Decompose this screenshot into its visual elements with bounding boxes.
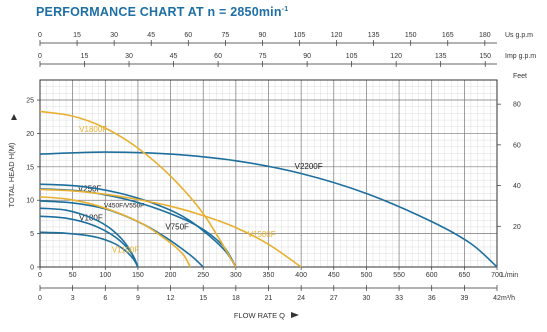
y-tick-label-m: 25 bbox=[26, 98, 34, 105]
x-tick-label-usgpm: 120 bbox=[331, 32, 343, 39]
x-tick-label-m3h: 9 bbox=[136, 295, 140, 302]
x-tick-label-m3h: 30 bbox=[363, 295, 371, 302]
y-tick-label-feet: 60 bbox=[513, 142, 521, 149]
series-label-v250f: V250F bbox=[78, 185, 102, 194]
curve-v180f bbox=[39, 231, 139, 268]
x-tick-label-m3h: 36 bbox=[428, 295, 436, 302]
y-tick-label-feet: 40 bbox=[513, 183, 521, 190]
curve-v2200f bbox=[39, 151, 498, 268]
x-tick-label-usgpm: 165 bbox=[442, 32, 454, 39]
x-tick-label-usgpm: 135 bbox=[368, 32, 380, 39]
y-tick-label-m: 10 bbox=[26, 198, 34, 205]
x-tick-label-m3h: 33 bbox=[395, 295, 403, 302]
x-unit-lmin: L/min bbox=[501, 272, 518, 279]
x-tick-label-impgpm: 30 bbox=[125, 53, 133, 60]
x-tick-label-lmin: 100 bbox=[99, 272, 111, 279]
x-tick-label-lmin: 700 bbox=[491, 272, 503, 279]
x-tick-label-lmin: 150 bbox=[132, 272, 144, 279]
x-tick-label-impgpm: 60 bbox=[214, 53, 222, 60]
x-tick-label-m3h: 27 bbox=[330, 295, 338, 302]
series-label-v1100f: V1100F bbox=[112, 245, 140, 254]
x-unit-m3h: m³/h bbox=[501, 295, 515, 302]
x-tick-label-impgpm: 15 bbox=[81, 53, 89, 60]
series-label-v2200f: V2200F bbox=[295, 162, 323, 171]
x-axis-arrow bbox=[291, 312, 299, 318]
x-tick-label-lmin: 400 bbox=[295, 272, 307, 279]
x-tick-label-m3h: 39 bbox=[460, 295, 468, 302]
x-tick-label-usgpm: 0 bbox=[38, 32, 42, 39]
y-tick-label-feet: 80 bbox=[513, 102, 521, 109]
curve-v1100f bbox=[39, 196, 191, 268]
x-tick-label-usgpm: 30 bbox=[110, 32, 118, 39]
curve-v450f-v550f bbox=[39, 183, 237, 268]
x-tick-label-usgpm: 15 bbox=[73, 32, 81, 39]
x-unit-impgpm: Imp g.p.m bbox=[505, 53, 536, 60]
y-axis-arrow bbox=[11, 114, 17, 120]
x-tick-label-impgpm: 45 bbox=[170, 53, 178, 60]
y-tick-label-m: 20 bbox=[26, 131, 34, 138]
x-tick-label-lmin: 250 bbox=[197, 272, 209, 279]
x-tick-label-usgpm: 150 bbox=[405, 32, 417, 39]
x-tick-label-impgpm: 135 bbox=[435, 53, 447, 60]
x-tick-label-m3h: 3 bbox=[71, 295, 75, 302]
x-tick-label-m3h: 0 bbox=[38, 295, 42, 302]
series-label-v450f-v550f: V450F/V550F bbox=[104, 203, 144, 210]
x-tick-label-lmin: 350 bbox=[263, 272, 275, 279]
x-tick-label-impgpm: 75 bbox=[259, 53, 267, 60]
x-tick-label-lmin: 500 bbox=[361, 272, 373, 279]
x-tick-label-m3h: 18 bbox=[232, 295, 240, 302]
x-unit-usgpm: Us g.p.m bbox=[505, 32, 533, 39]
series-label-v750f: V750F bbox=[165, 223, 189, 232]
x-tick-label-usgpm: 90 bbox=[259, 32, 267, 39]
x-tick-label-m3h: 12 bbox=[167, 295, 175, 302]
y-unit-feet: Feet bbox=[513, 73, 527, 80]
x-tick-label-lmin: 200 bbox=[165, 272, 177, 279]
x-tick-label-impgpm: 120 bbox=[390, 53, 402, 60]
x-tick-label-impgpm: 90 bbox=[303, 53, 311, 60]
series-label-v1500f: V1500F bbox=[248, 230, 276, 239]
x-tick-label-lmin: 300 bbox=[230, 272, 242, 279]
series-label-v1800f: V1800F bbox=[79, 125, 107, 134]
chart-title: PERFORMANCE CHART AT n = 2850min-1 bbox=[36, 5, 289, 19]
x-tick-label-usgpm: 45 bbox=[147, 32, 155, 39]
curve-unlabeled-2 bbox=[39, 207, 139, 268]
y-tick-label-m: 15 bbox=[26, 164, 34, 171]
x-tick-label-usgpm: 105 bbox=[294, 32, 306, 39]
curve-v1500f bbox=[39, 188, 302, 268]
x-axis-title: FLOW RATE Q bbox=[234, 311, 285, 320]
x-tick-label-lmin: 50 bbox=[69, 272, 77, 279]
x-tick-label-m3h: 15 bbox=[199, 295, 207, 302]
curve-v1800f bbox=[39, 110, 237, 268]
x-tick-label-lmin: 0 bbox=[38, 272, 42, 279]
x-tick-label-lmin: 600 bbox=[426, 272, 438, 279]
x-tick-label-m3h: 21 bbox=[265, 295, 273, 302]
y-tick-label-feet: 20 bbox=[513, 224, 521, 231]
x-tick-label-impgpm: 150 bbox=[479, 53, 491, 60]
y-tick-label-m: 5 bbox=[30, 231, 34, 238]
x-tick-label-usgpm: 75 bbox=[221, 32, 229, 39]
x-tick-label-usgpm: 180 bbox=[479, 32, 491, 39]
x-tick-label-usgpm: 60 bbox=[184, 32, 192, 39]
x-tick-label-lmin: 650 bbox=[459, 272, 471, 279]
x-tick-label-m3h: 42 bbox=[493, 295, 501, 302]
x-tick-label-impgpm: 105 bbox=[346, 53, 358, 60]
x-tick-label-lmin: 550 bbox=[393, 272, 405, 279]
y-tick-label-m: 0 bbox=[30, 265, 34, 272]
x-tick-label-impgpm: 0 bbox=[38, 53, 42, 60]
y-axis-title: TOTAL HEAD H(M) bbox=[7, 142, 16, 207]
x-tick-label-m3h: 6 bbox=[103, 295, 107, 302]
x-tick-label-lmin: 450 bbox=[328, 272, 340, 279]
x-tick-label-m3h: 24 bbox=[297, 295, 305, 302]
